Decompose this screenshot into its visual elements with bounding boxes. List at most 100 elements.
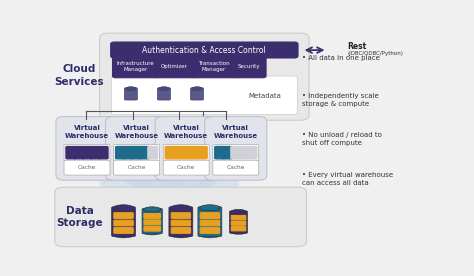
FancyBboxPatch shape xyxy=(114,220,133,226)
Ellipse shape xyxy=(100,174,151,192)
Text: Authentication & Access Control: Authentication & Access Control xyxy=(143,46,266,55)
FancyBboxPatch shape xyxy=(116,146,125,159)
FancyBboxPatch shape xyxy=(189,146,199,159)
FancyBboxPatch shape xyxy=(100,33,309,120)
Ellipse shape xyxy=(158,170,217,190)
Text: Cache: Cache xyxy=(177,165,195,170)
Text: • No unload / reload to
shut off compute: • No unload / reload to shut off compute xyxy=(301,132,382,146)
Ellipse shape xyxy=(231,231,246,234)
FancyBboxPatch shape xyxy=(163,144,209,161)
FancyBboxPatch shape xyxy=(110,42,298,58)
FancyBboxPatch shape xyxy=(114,144,160,161)
Ellipse shape xyxy=(200,205,220,211)
FancyBboxPatch shape xyxy=(231,146,241,159)
FancyBboxPatch shape xyxy=(231,221,246,225)
FancyBboxPatch shape xyxy=(165,146,175,159)
FancyBboxPatch shape xyxy=(155,117,217,180)
Ellipse shape xyxy=(124,168,186,189)
Text: Virtual
Warehouse: Virtual Warehouse xyxy=(214,125,258,139)
Ellipse shape xyxy=(231,209,246,214)
FancyBboxPatch shape xyxy=(56,117,118,180)
FancyBboxPatch shape xyxy=(148,146,158,159)
Ellipse shape xyxy=(192,87,202,91)
Ellipse shape xyxy=(126,87,136,91)
FancyBboxPatch shape xyxy=(213,144,259,161)
FancyBboxPatch shape xyxy=(64,160,110,175)
Ellipse shape xyxy=(113,233,134,238)
FancyBboxPatch shape xyxy=(223,146,233,159)
FancyBboxPatch shape xyxy=(157,88,171,100)
Ellipse shape xyxy=(200,233,220,238)
FancyBboxPatch shape xyxy=(239,146,249,159)
Text: Cache: Cache xyxy=(128,165,146,170)
Text: • Every virtual warehouse
can access all data: • Every virtual warehouse can access all… xyxy=(301,172,393,186)
Text: Optimizer: Optimizer xyxy=(161,64,188,69)
FancyBboxPatch shape xyxy=(114,213,133,218)
FancyBboxPatch shape xyxy=(173,146,183,159)
FancyBboxPatch shape xyxy=(112,56,158,78)
Text: Virtual
Warehouse: Virtual Warehouse xyxy=(65,125,109,139)
FancyBboxPatch shape xyxy=(171,213,191,218)
FancyBboxPatch shape xyxy=(231,215,246,220)
FancyBboxPatch shape xyxy=(114,228,133,233)
FancyBboxPatch shape xyxy=(191,56,237,78)
FancyBboxPatch shape xyxy=(142,208,162,234)
FancyBboxPatch shape xyxy=(197,146,207,159)
Text: Cloud
Services: Cloud Services xyxy=(55,64,104,87)
Ellipse shape xyxy=(144,207,161,212)
Ellipse shape xyxy=(171,233,191,238)
FancyBboxPatch shape xyxy=(124,88,137,100)
FancyBboxPatch shape xyxy=(159,89,169,99)
Ellipse shape xyxy=(195,176,239,192)
FancyBboxPatch shape xyxy=(198,207,222,237)
Text: Virtual
Warehouse: Virtual Warehouse xyxy=(115,125,159,139)
Text: (JDBC/ODBC/Python): (JDBC/ODBC/Python) xyxy=(347,51,403,56)
FancyBboxPatch shape xyxy=(132,146,142,159)
FancyBboxPatch shape xyxy=(106,117,168,180)
Text: Infrastructure
Manager: Infrastructure Manager xyxy=(117,61,154,72)
FancyBboxPatch shape xyxy=(171,228,191,233)
Text: Security: Security xyxy=(238,64,261,69)
FancyBboxPatch shape xyxy=(191,88,204,100)
Text: Virtual
Warehouse: Virtual Warehouse xyxy=(164,125,208,139)
FancyBboxPatch shape xyxy=(233,56,266,78)
Text: • All data in one place: • All data in one place xyxy=(301,55,380,62)
Text: Rest: Rest xyxy=(347,43,367,51)
Text: • Independently scale
storage & compute: • Independently scale storage & compute xyxy=(301,93,378,107)
Ellipse shape xyxy=(159,87,169,91)
FancyBboxPatch shape xyxy=(111,207,136,237)
Text: Cache: Cache xyxy=(227,165,245,170)
FancyBboxPatch shape xyxy=(111,76,297,115)
FancyBboxPatch shape xyxy=(55,187,307,247)
Ellipse shape xyxy=(129,168,210,192)
Ellipse shape xyxy=(113,205,134,211)
Text: Metadata: Metadata xyxy=(248,93,282,99)
FancyBboxPatch shape xyxy=(126,89,136,99)
FancyBboxPatch shape xyxy=(82,146,92,159)
FancyBboxPatch shape xyxy=(213,160,259,175)
FancyBboxPatch shape xyxy=(205,117,267,180)
Text: Data
Storage: Data Storage xyxy=(56,206,103,228)
FancyBboxPatch shape xyxy=(124,146,134,159)
FancyBboxPatch shape xyxy=(229,211,247,233)
FancyBboxPatch shape xyxy=(181,146,191,159)
FancyBboxPatch shape xyxy=(200,213,219,218)
FancyBboxPatch shape xyxy=(90,146,100,159)
FancyBboxPatch shape xyxy=(200,220,219,226)
FancyBboxPatch shape xyxy=(163,160,209,175)
FancyBboxPatch shape xyxy=(169,207,193,237)
FancyBboxPatch shape xyxy=(64,144,110,161)
FancyBboxPatch shape xyxy=(171,220,191,226)
FancyBboxPatch shape xyxy=(144,226,160,231)
Ellipse shape xyxy=(171,205,191,211)
FancyBboxPatch shape xyxy=(231,227,246,231)
FancyBboxPatch shape xyxy=(98,146,108,159)
FancyBboxPatch shape xyxy=(215,146,225,159)
FancyBboxPatch shape xyxy=(66,146,76,159)
Text: Cache: Cache xyxy=(78,165,96,170)
FancyBboxPatch shape xyxy=(247,146,257,159)
FancyBboxPatch shape xyxy=(144,214,160,218)
Ellipse shape xyxy=(144,231,161,235)
FancyBboxPatch shape xyxy=(74,146,84,159)
FancyBboxPatch shape xyxy=(155,56,194,78)
